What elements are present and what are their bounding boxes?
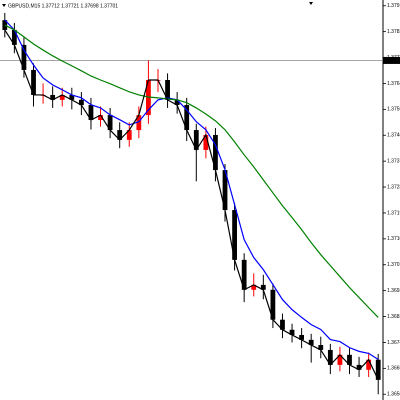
candle-body xyxy=(98,115,103,120)
candle-body xyxy=(299,334,305,340)
y-tick-label: 1.3737 xyxy=(387,158,400,164)
candle-body xyxy=(193,130,199,150)
y-tick-label: 1.3656 xyxy=(387,392,400,398)
candle-body xyxy=(136,115,142,131)
y-tick-label: 1.3665 xyxy=(387,366,400,372)
candle-body xyxy=(375,359,381,380)
candle-body xyxy=(78,99,84,106)
candle-body xyxy=(126,130,132,140)
candle-body xyxy=(174,99,180,106)
y-tick-label: 1.3782 xyxy=(387,29,400,35)
candle-body xyxy=(356,364,362,370)
close-line xyxy=(4,29,379,381)
candle-body xyxy=(165,80,170,100)
y-tick-label: 1.3764 xyxy=(387,81,400,87)
candle-body xyxy=(2,20,8,30)
candle-body xyxy=(203,134,209,150)
candle-body xyxy=(308,339,314,346)
moving-average-line xyxy=(4,24,379,318)
chart-title: GBPUSD,M15 1.37712 1.37721 1.37698 1.377… xyxy=(8,3,118,9)
candle-body xyxy=(327,349,333,365)
candle-body xyxy=(184,105,190,131)
y-tick-label: 1.3683 xyxy=(387,314,400,320)
candle-body xyxy=(213,134,218,171)
candle-body xyxy=(289,329,295,335)
y-tick-label: 1.3692 xyxy=(387,288,400,294)
candle-body xyxy=(251,284,257,290)
candle-body xyxy=(232,210,237,260)
y-tick-label: 1.3755 xyxy=(387,107,400,113)
candle-body xyxy=(318,345,324,350)
candle-body xyxy=(59,94,65,100)
current-price-box xyxy=(383,56,400,64)
candle-body xyxy=(241,259,247,290)
candle-body xyxy=(69,94,75,100)
candle-body xyxy=(50,94,56,100)
y-tick-label: 1.3710 xyxy=(387,236,400,242)
candle-body xyxy=(347,354,352,365)
candle-body xyxy=(366,359,372,370)
y-tick-label: 1.3674 xyxy=(387,340,400,346)
candle-body xyxy=(260,284,266,290)
y-tick-label: 1.3728 xyxy=(387,184,400,190)
shift-marker xyxy=(309,2,313,5)
moving-average-line xyxy=(4,19,379,360)
y-tick-label: 1.3746 xyxy=(387,133,400,139)
candle-body xyxy=(337,354,343,365)
candle-body xyxy=(31,69,36,95)
candle-body xyxy=(11,29,17,45)
candle-body xyxy=(280,319,285,330)
menu-arrow xyxy=(2,4,6,7)
candle-body xyxy=(117,130,123,140)
candle-body xyxy=(270,289,276,320)
candle-body xyxy=(21,44,27,70)
y-tick-label: 1.3719 xyxy=(387,210,400,216)
candle-body xyxy=(107,115,113,131)
candle-body xyxy=(222,170,228,211)
candle-body xyxy=(88,105,94,120)
